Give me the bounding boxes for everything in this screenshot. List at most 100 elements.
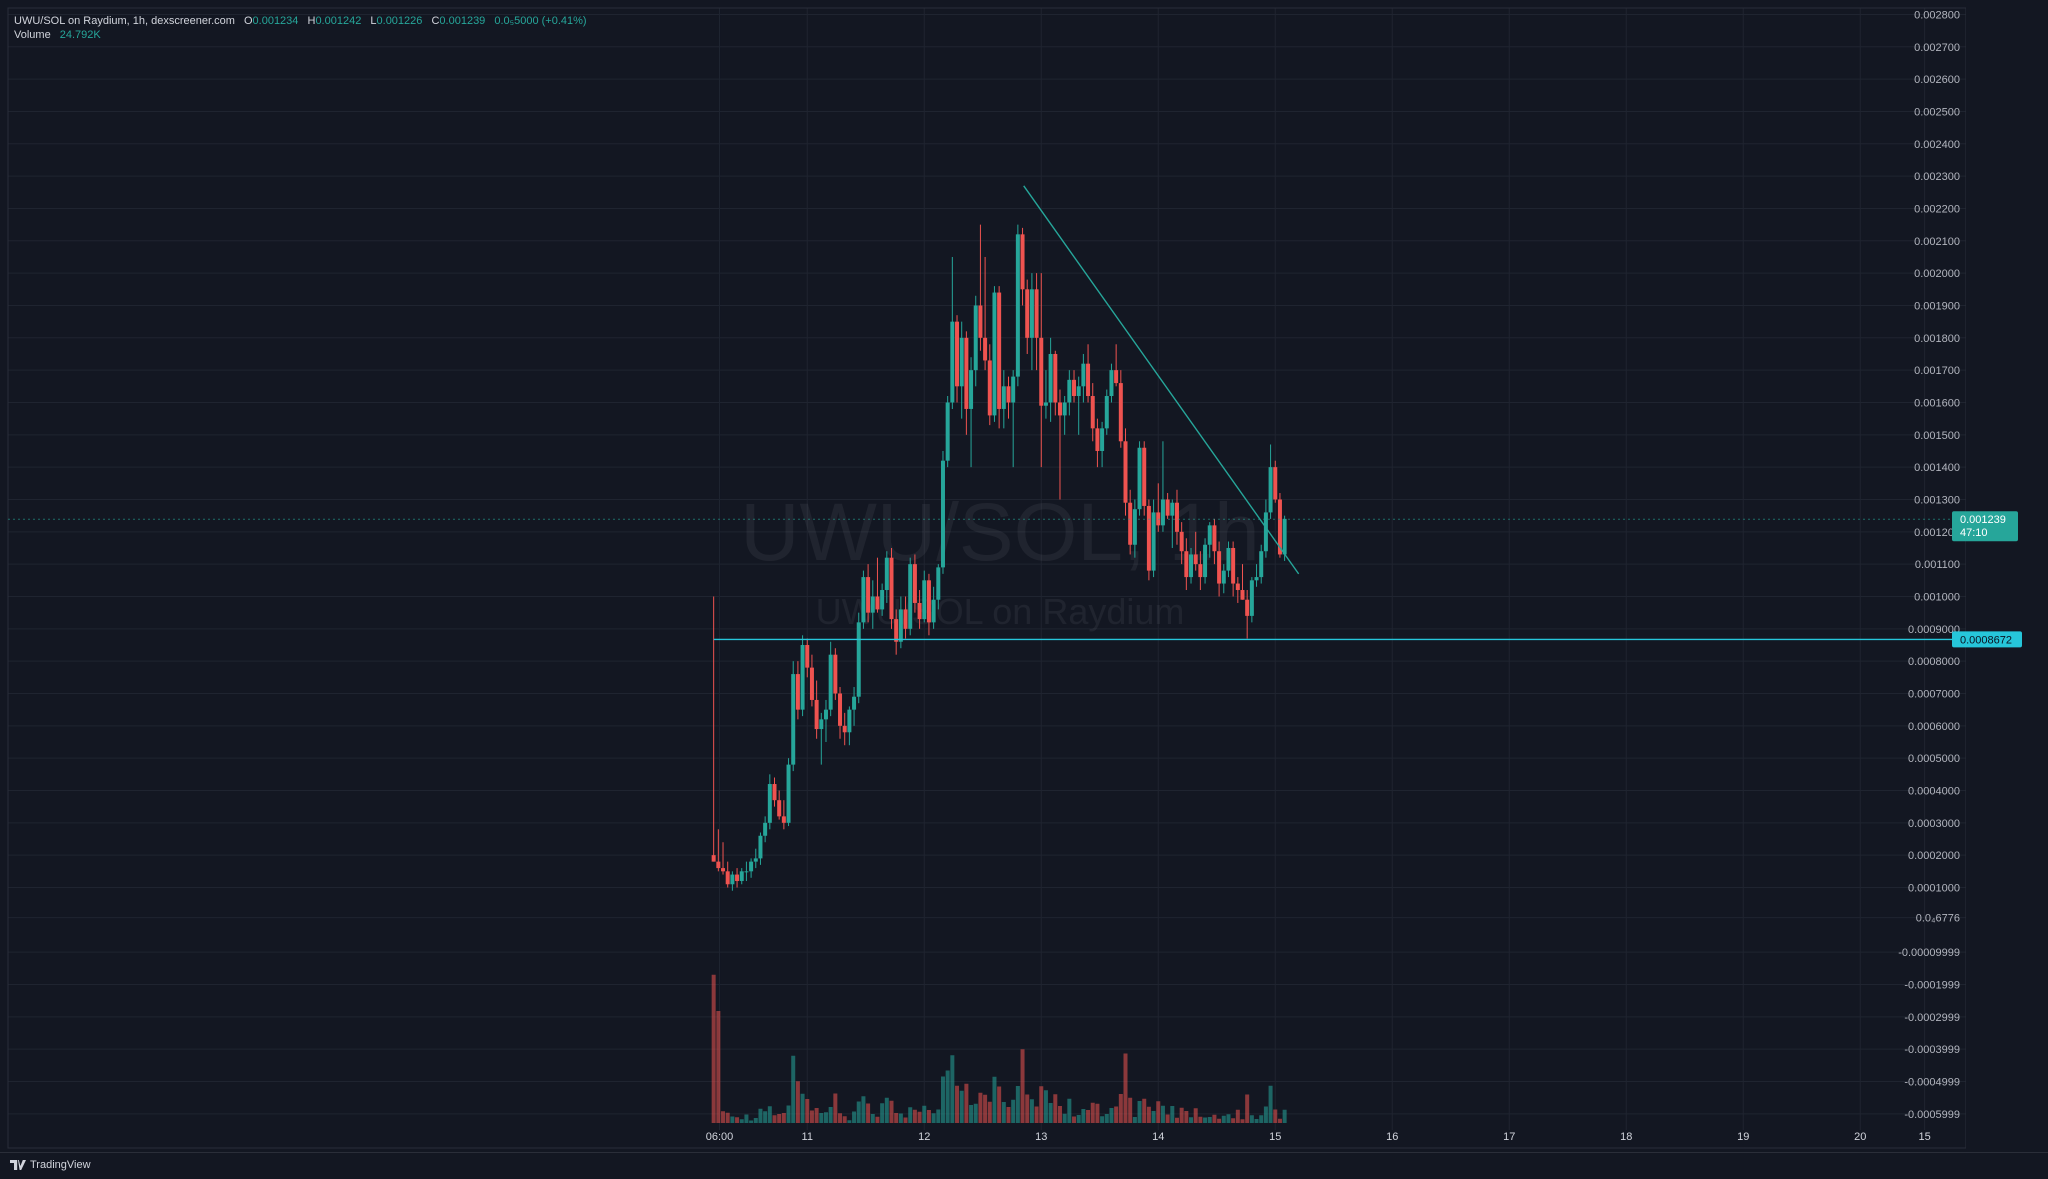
volume-bar [945, 1070, 950, 1123]
low-value: 0.001226 [376, 15, 423, 27]
candle-body [861, 577, 866, 623]
descending-trendline[interactable] [1023, 185, 1300, 575]
volume-bar [842, 1116, 847, 1123]
y-tick-label: -0.0005999 [1904, 1109, 1960, 1121]
candle-body [1254, 577, 1259, 581]
volume-bar [777, 1114, 782, 1123]
volume-bar [758, 1108, 763, 1123]
volume-bar [763, 1111, 768, 1123]
footer-bar: TradingView [0, 1152, 2048, 1179]
volume-bars [711, 974, 1287, 1123]
candle-body [800, 644, 805, 710]
close-label: C [431, 15, 440, 27]
volume-bar [987, 1101, 992, 1123]
candle-body [1015, 234, 1020, 377]
volume-bar [1174, 1117, 1179, 1123]
candle-body [875, 596, 880, 610]
current-price-badge: 0.001239 47:10 [1952, 511, 2018, 542]
candle-body [917, 602, 922, 620]
candle-body [847, 709, 852, 733]
volume-bar [828, 1107, 833, 1123]
candle-body [749, 861, 754, 872]
open-label: O [243, 15, 253, 27]
volume-bar [1020, 1049, 1025, 1123]
volume-bar [1001, 1102, 1006, 1123]
candle-body [1086, 363, 1091, 397]
y-tick-label: 0.0009000 [1908, 624, 1960, 636]
volume-bar [1179, 1107, 1184, 1123]
volume-value: 24.792K [59, 29, 101, 41]
x-axis[interactable]: 06:00 11 12 13 14 15 16 17 18 19 20 15 [706, 1131, 1931, 1143]
volume-bar [931, 1113, 936, 1123]
y-tick-label: 0.0001000 [1908, 882, 1960, 894]
volume-bar [1025, 1094, 1030, 1123]
y-tick-label: 0.001300 [1914, 494, 1960, 506]
candle-body [912, 564, 917, 603]
brand-label: TradingView [30, 1159, 91, 1171]
volume-label[interactable]: Volume [14, 29, 51, 41]
volume-bar [856, 1101, 861, 1123]
y-tick-label: 0.002400 [1914, 139, 1960, 151]
candle-body [997, 292, 1002, 409]
candle-body [1193, 554, 1198, 565]
x-tick-label: 18 [1620, 1131, 1632, 1143]
volume-bar [1118, 1094, 1123, 1123]
y-tick-label: 0.0002000 [1908, 850, 1960, 862]
candle-body [819, 719, 824, 730]
symbol-line[interactable]: UWU/SOL on Raydium, 1h, dexscreener.com [14, 15, 235, 27]
candle-body [805, 644, 810, 668]
y-tick-label: 0.001900 [1914, 300, 1960, 312]
y-tick-label: 0.001800 [1914, 333, 1960, 345]
volume-bar [917, 1111, 922, 1123]
y-tick-label: -0.0004999 [1904, 1076, 1960, 1088]
candle-body [753, 858, 758, 862]
candle-body [1025, 289, 1030, 338]
y-tick-label: 0.002800 [1914, 9, 1960, 21]
candle-body [1174, 502, 1179, 532]
volume-bar [889, 1100, 894, 1123]
volume-bar [1090, 1102, 1095, 1123]
change-value: 0.0₅5000 (+0.41%) [494, 15, 587, 27]
tradingview-brand[interactable]: TradingView [10, 1159, 91, 1171]
candle-body [1034, 289, 1039, 338]
volume-bar [926, 1110, 931, 1123]
candle-body [1259, 551, 1264, 578]
volume-bar [1034, 1106, 1039, 1123]
y-tick-label: 0.001600 [1914, 397, 1960, 409]
candle-body [1057, 402, 1062, 416]
volume-bar [940, 1076, 945, 1123]
candle-body [777, 800, 782, 817]
candle-body [1179, 531, 1184, 552]
y-tick-label: 0.0006000 [1908, 721, 1960, 733]
candle-body [1137, 447, 1142, 510]
volume-bar [1193, 1108, 1198, 1123]
candle-body [1263, 512, 1268, 552]
candle-body [987, 360, 992, 416]
volume-bar [1043, 1090, 1048, 1123]
candle-body [730, 874, 735, 885]
volume-bar [1217, 1118, 1222, 1123]
x-tick-label: 16 [1386, 1131, 1398, 1143]
x-tick-label: 14 [1152, 1131, 1164, 1143]
volume-bar [1249, 1115, 1254, 1123]
price-axis-background[interactable] [1966, 0, 2048, 1152]
candle-body [1277, 499, 1282, 555]
candle-body [1067, 379, 1072, 403]
volume-bar [1226, 1114, 1231, 1123]
candle-body [1001, 386, 1006, 409]
candle-body [870, 596, 875, 613]
volume-bar [1212, 1114, 1217, 1123]
y-tick-label: -0.00009999 [1898, 947, 1960, 959]
y-tick-label: 0.001000 [1914, 591, 1960, 603]
y-tick-label: 0.001100 [1915, 559, 1960, 571]
volume-bar [1011, 1099, 1016, 1123]
candle-body [1029, 289, 1034, 338]
candle-body [992, 292, 997, 416]
countdown-timer: 47:10 [1960, 527, 1988, 539]
candle-body [1212, 525, 1217, 552]
volume-bar [819, 1113, 824, 1123]
chart-legend: UWU/SOL on Raydium, 1h, dexscreener.com … [14, 14, 587, 42]
candle-body [1245, 599, 1250, 616]
candle-body [1048, 353, 1053, 403]
